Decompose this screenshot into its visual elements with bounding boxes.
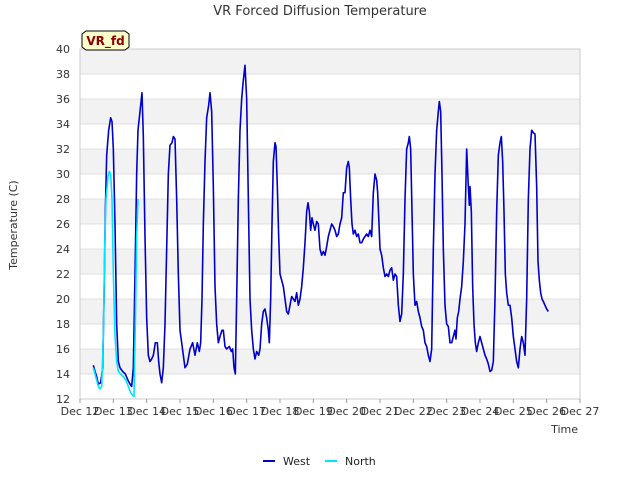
plot-band [80, 49, 580, 74]
x-tick-label: Dec 17 [227, 405, 266, 418]
x-tick-label: Dec 12 [61, 405, 100, 418]
badge: VR_fd [81, 30, 130, 51]
x-tick-label: Dec 19 [294, 405, 333, 418]
x-tick-label: Dec 18 [261, 405, 300, 418]
x-tick-label: Dec 13 [94, 405, 133, 418]
y-tick-label: 12 [56, 393, 70, 406]
series-line-north [92, 170, 139, 398]
y-tick-label: 14 [56, 368, 70, 381]
series-line-west [92, 64, 549, 388]
legend-label-west: West [283, 455, 311, 468]
plot-band [80, 99, 580, 124]
badge-label: VR_fd [86, 34, 124, 49]
y-tick-label: 26 [56, 218, 70, 231]
x-tick-label: Dec 25 [494, 405, 533, 418]
x-tick-label: Dec 24 [461, 405, 500, 418]
y-tick-label: 36 [56, 93, 70, 106]
y-axis-ticks: 12 14 16 18 20 22 24 26 28 30 32 34 36 38 40 [56, 43, 70, 406]
y-tick-label: 24 [56, 243, 70, 256]
x-axis-label: Time [550, 423, 578, 436]
y-tick-label: 38 [56, 68, 70, 81]
y-tick-label: 34 [56, 118, 70, 131]
y-tick-label: 40 [56, 43, 70, 56]
y-tick-label: 20 [56, 293, 70, 306]
x-tick-label: Dec 21 [361, 405, 400, 418]
x-tick-label: Dec 23 [427, 405, 466, 418]
x-tick-label: Dec 27 [561, 405, 600, 418]
legend-label-north: North [345, 455, 376, 468]
x-tick-label: Dec 20 [327, 405, 366, 418]
plot-band [80, 149, 580, 174]
series-lines [92, 64, 549, 398]
x-tick-label: Dec 14 [127, 405, 166, 418]
y-tick-label: 32 [56, 143, 70, 156]
legend: West North [263, 455, 376, 468]
x-tick-label: Dec 22 [394, 405, 433, 418]
y-tick-label: 16 [56, 343, 70, 356]
x-tick-label: Dec 26 [527, 405, 566, 418]
y-tick-label: 30 [56, 168, 70, 181]
plot-band [80, 299, 580, 324]
plot-frame [79, 48, 581, 400]
y-tick-label: 18 [56, 318, 70, 331]
chart-title: VR Forced Diffusion Temperature [213, 4, 427, 19]
badge-box [81, 30, 130, 51]
plot-band [80, 199, 580, 224]
y-tick-label: 28 [56, 193, 70, 206]
plot-band [80, 349, 580, 374]
y-tick-label: 22 [56, 268, 70, 281]
x-tick-label: Dec 15 [161, 405, 200, 418]
y-axis-label: Temperature (C) [7, 180, 20, 270]
x-tick-label: Dec 16 [194, 405, 233, 418]
